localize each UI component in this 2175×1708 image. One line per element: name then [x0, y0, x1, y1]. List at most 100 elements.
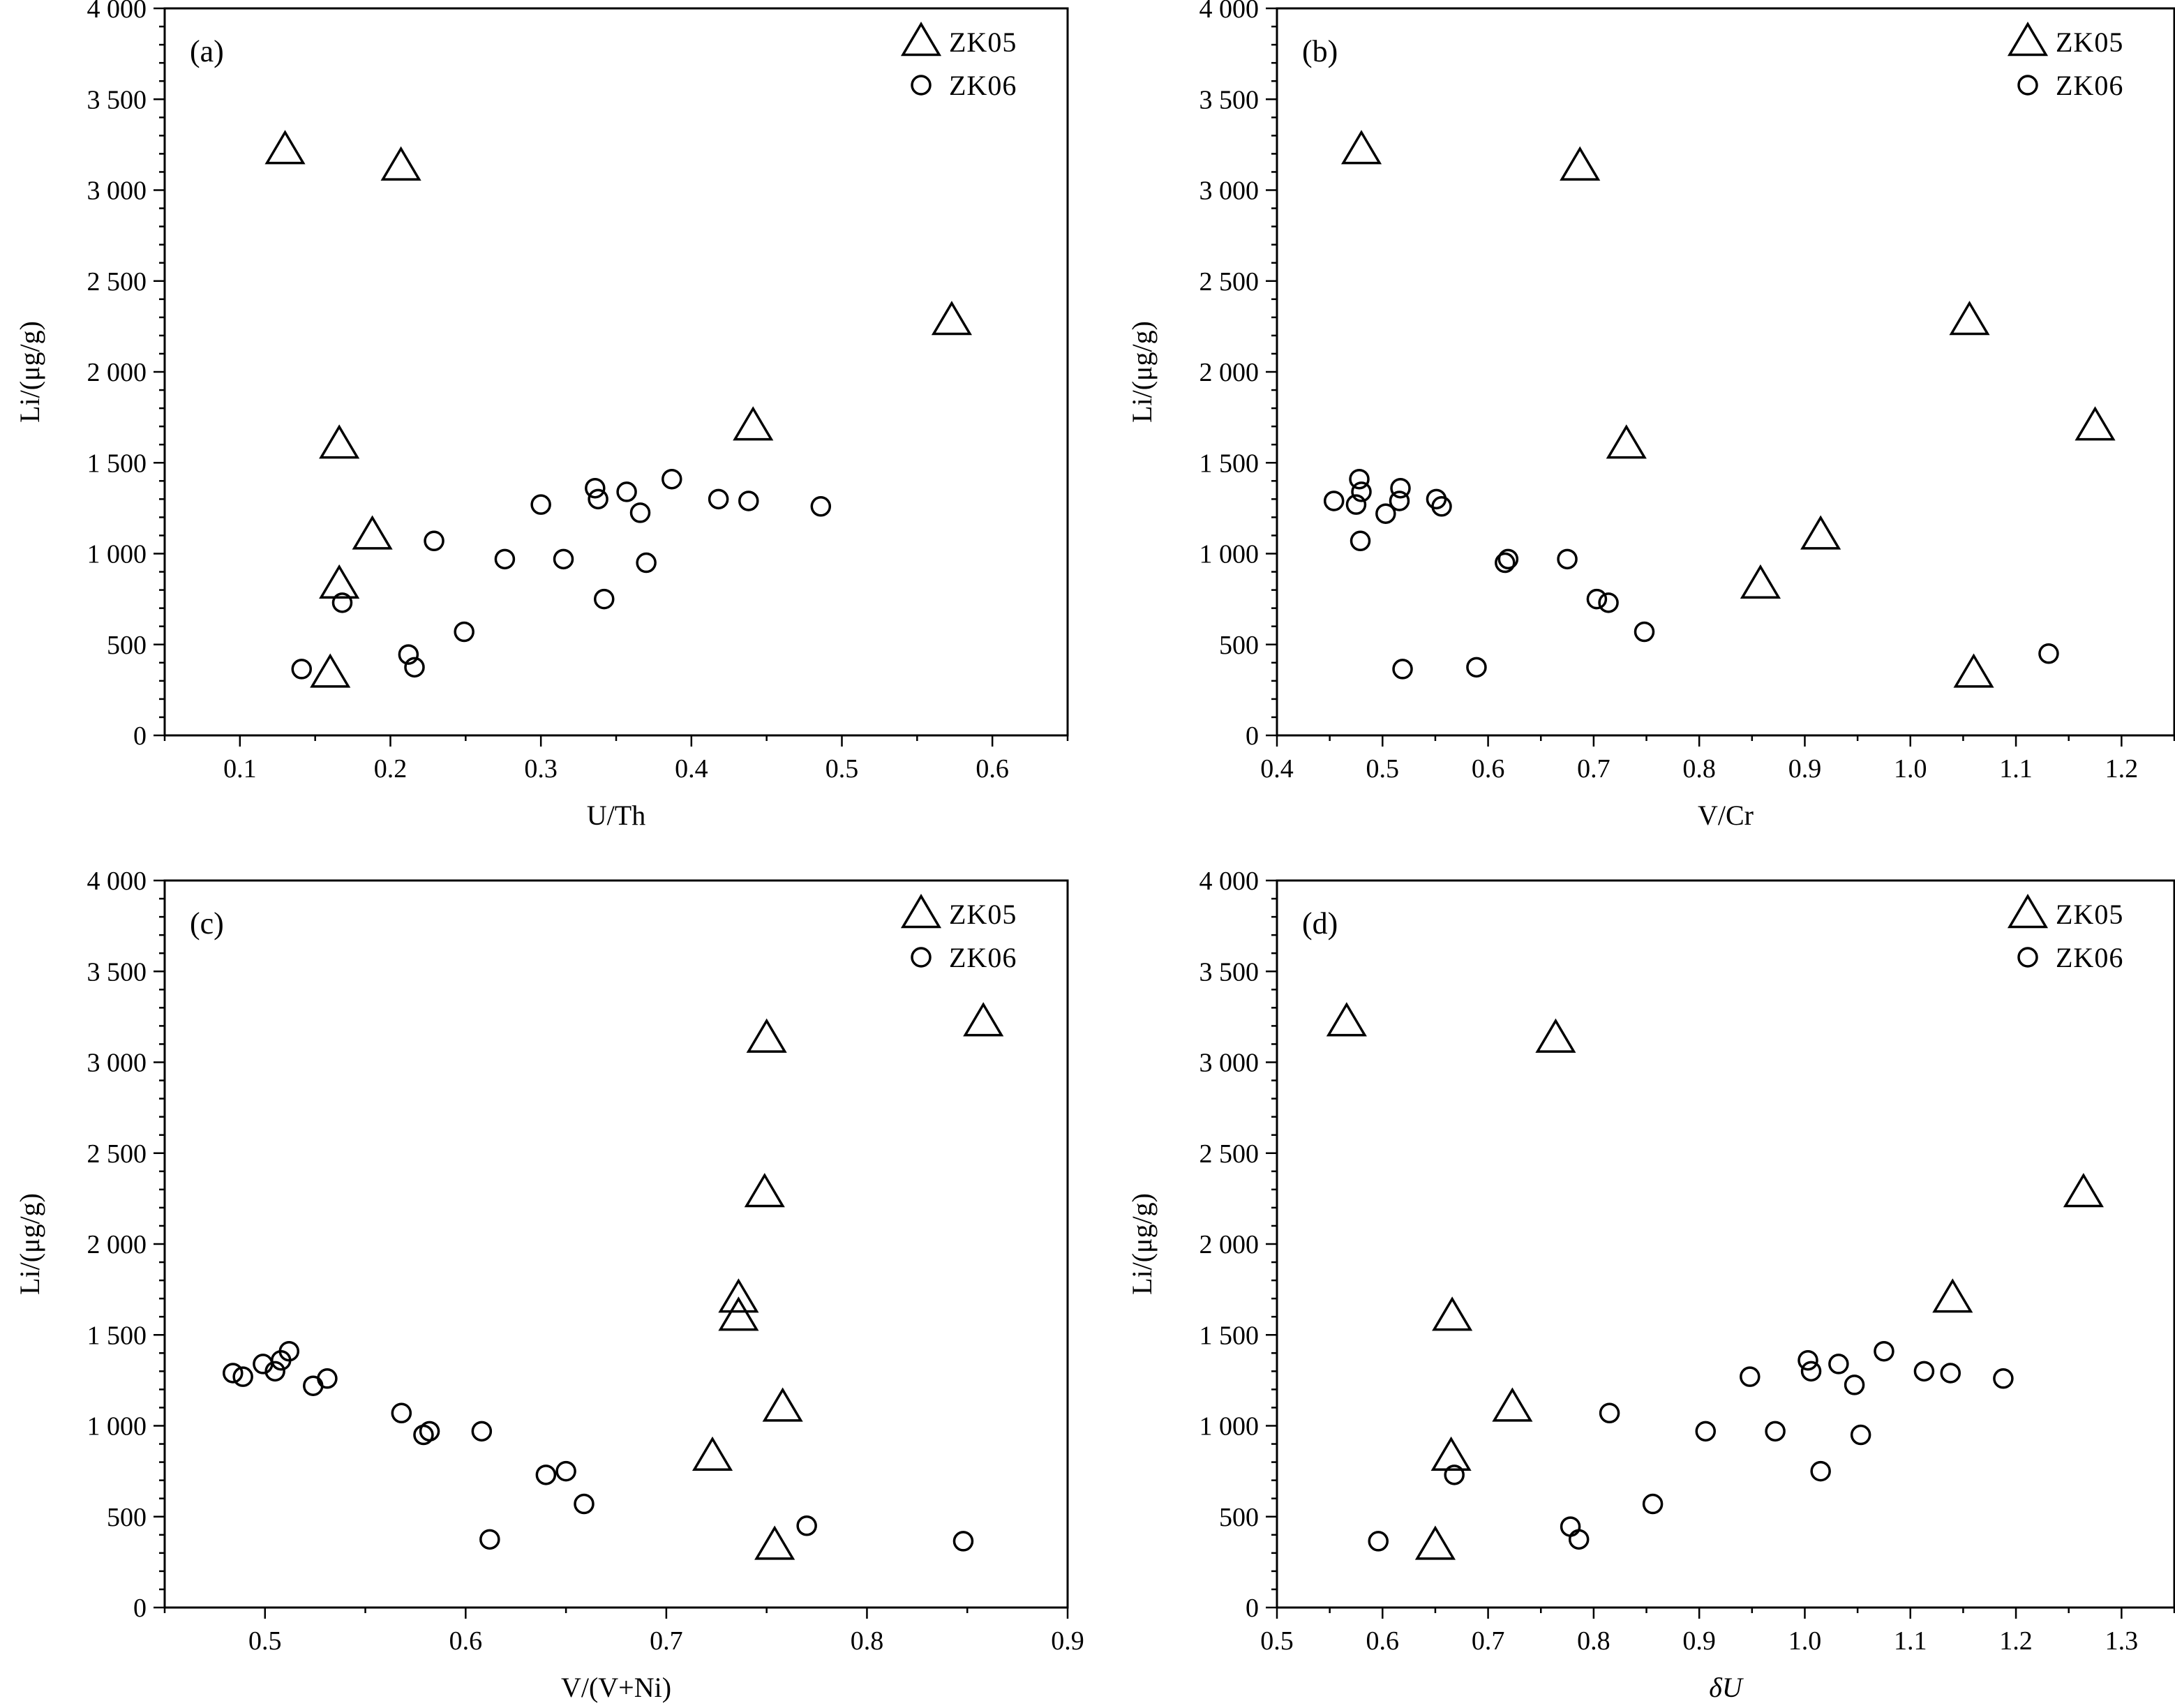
x-tick-label: 0.6 [976, 754, 1009, 784]
data-point-circle [1850, 1424, 1871, 1446]
data-point-circle [1444, 1464, 1465, 1485]
data-point-triangle [1949, 301, 1990, 336]
y-tick-label: 1 500 [87, 449, 147, 478]
y-axis-label: Li/(μg/g) [14, 1193, 45, 1295]
y-tick-label: 1 500 [87, 1321, 147, 1350]
series-zk06 [291, 468, 832, 680]
y-tick-label: 2 500 [87, 1139, 147, 1169]
series-zk05 [1326, 1002, 2104, 1560]
data-point-triangle [1932, 1278, 1973, 1313]
data-point-circle [553, 548, 574, 570]
y-tick-label: 3 500 [87, 85, 147, 114]
y-axis-label: Li/(μg/g) [1126, 321, 1158, 423]
legend-triangle-marker [2007, 22, 2049, 57]
data-point-circle [796, 1515, 817, 1536]
y-tick-label: 3 000 [1199, 177, 1260, 206]
data-point-triangle [718, 1296, 759, 1331]
data-point-circle [708, 488, 729, 510]
x-tick-label: 0.3 [524, 754, 558, 784]
data-point-triangle [1606, 424, 1647, 459]
x-tick-label: 0.4 [1260, 754, 1294, 784]
x-axis-label: V/(V+Ni) [561, 1672, 671, 1703]
data-point-circle [479, 1529, 500, 1550]
y-tick-label: 0 [1246, 721, 1259, 751]
data-point-triangle [1535, 1018, 1576, 1053]
x-tick-label: 0.5 [1260, 1626, 1294, 1656]
data-point-circle [1375, 503, 1396, 524]
data-point-circle [391, 1402, 412, 1424]
x-tick-label: 0.6 [1366, 1626, 1400, 1656]
data-point-circle [585, 477, 606, 499]
legend-entry-zk05: ZK05 [949, 27, 1017, 58]
legend-entry-zk06: ZK06 [2056, 942, 2123, 973]
legend-triangle-marker [900, 22, 942, 57]
data-point-triangle [931, 301, 973, 336]
x-tick-label: 1.0 [1894, 754, 1927, 784]
data-point-circle [1828, 1354, 1849, 1374]
legend-circle-marker [2017, 947, 2038, 968]
data-point-circle [398, 644, 419, 665]
y-tick-label: 4 000 [1199, 867, 1260, 896]
data-point-triangle [1326, 1002, 1367, 1037]
data-point-circle [530, 494, 551, 515]
data-point-triangle [1430, 1436, 1472, 1471]
data-point-triangle [1340, 130, 1382, 165]
legend-triangle-marker [900, 894, 942, 929]
y-tick-label: 0 [133, 1594, 147, 1623]
data-point-triangle [692, 1436, 733, 1471]
y-tick-label: 4 000 [1199, 0, 1260, 24]
x-axis-label: δU [1709, 1672, 1744, 1703]
data-point-circle [1497, 548, 1519, 570]
data-point-circle [1466, 657, 1487, 678]
data-point-circle [738, 490, 759, 511]
data-point-circle [1323, 490, 1345, 511]
data-point-circle [1431, 496, 1452, 517]
y-tick-label: 500 [107, 631, 147, 660]
data-point-circle [1642, 1493, 1664, 1515]
data-point-circle [555, 1460, 576, 1482]
data-point-triangle [264, 130, 306, 165]
series-zk06 [1368, 1340, 2014, 1552]
data-point-circle [223, 1363, 244, 1384]
legend-circle-marker [911, 75, 932, 96]
legend: ZK05 ZK06 [2007, 894, 2123, 973]
data-point-circle [331, 592, 353, 613]
data-point-triangle [319, 424, 360, 459]
data-point-circle [291, 659, 313, 680]
data-point-circle [1797, 1349, 1818, 1371]
legend-entry-zk06: ZK06 [2056, 70, 2123, 101]
chart-panel-b: 0 500 1 000 1 500 2 000 2 500 3 000 3 500 4 000 0… [1126, 0, 2175, 831]
y-tick-label: 3 500 [87, 957, 147, 987]
data-point-circle [1568, 1529, 1590, 1550]
data-point-circle [232, 1366, 253, 1387]
data-point-circle [278, 1340, 300, 1362]
data-point-triangle [963, 1002, 1004, 1037]
series-zk05 [264, 130, 973, 688]
x-tick-label: 1.3 [2105, 1626, 2139, 1656]
legend-entry-zk06: ZK06 [949, 70, 1017, 101]
data-point-triangle [1414, 1525, 1456, 1560]
x-axis-label: U/Th [587, 800, 645, 831]
series-zk06 [223, 1340, 974, 1552]
x-tick-label: 0.9 [1682, 1626, 1716, 1656]
data-point-triangle [1560, 146, 1601, 181]
data-point-triangle [2063, 1173, 2104, 1208]
x-tick-label: 0.6 [449, 1626, 483, 1656]
data-point-circle [810, 496, 832, 517]
data-point-circle [1695, 1421, 1717, 1442]
x-axis-label: V/Cr [1698, 800, 1754, 831]
data-point-circle [1557, 548, 1578, 570]
legend: ZK05 ZK06 [900, 22, 1017, 101]
data-point-circle [629, 502, 651, 523]
data-point-circle [1740, 1366, 1761, 1387]
x-tick-label: 0.5 [825, 754, 859, 784]
data-point-circle [574, 1493, 595, 1515]
data-point-circle [588, 488, 608, 510]
data-point-circle [1345, 494, 1367, 515]
data-point-circle [1634, 621, 1655, 643]
data-point-circle [636, 552, 657, 574]
x-tick-label: 1.2 [2105, 754, 2139, 784]
y-tick-label: 2 000 [1199, 358, 1260, 387]
